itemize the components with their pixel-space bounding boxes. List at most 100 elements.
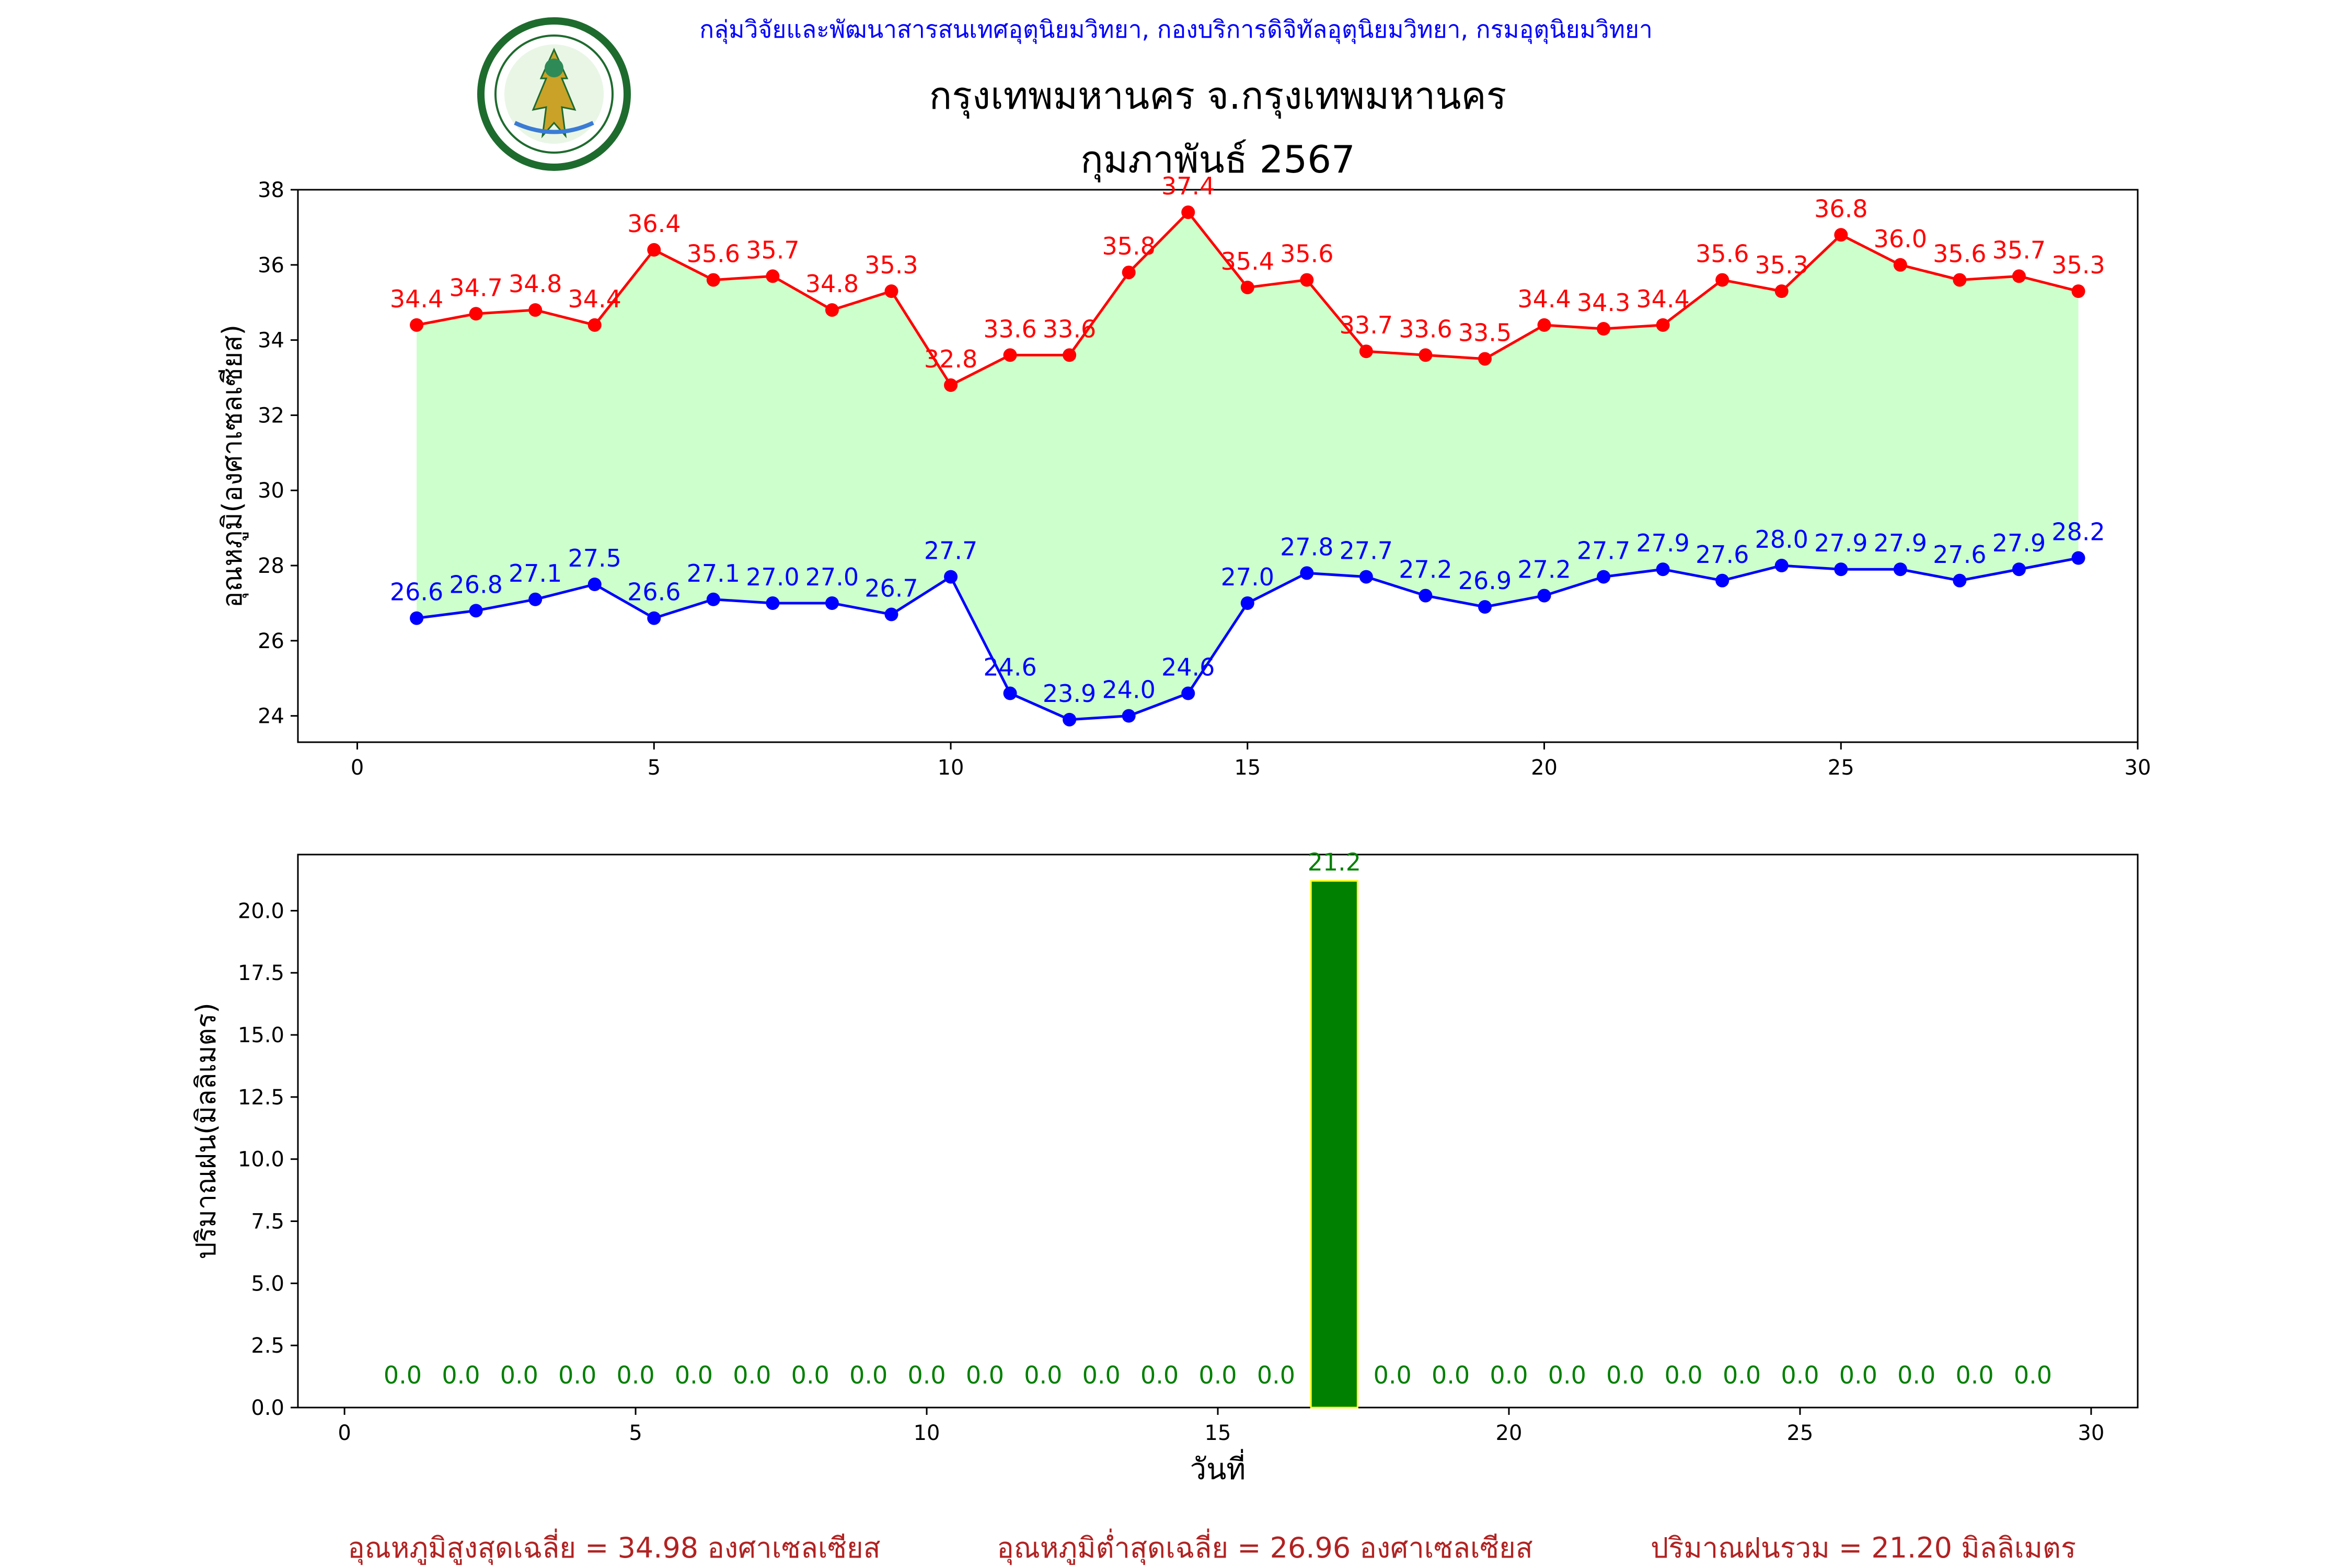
max-temperature-point — [884, 284, 898, 298]
min-temperature-point — [706, 592, 720, 606]
min-temperature-point — [587, 578, 602, 591]
temperature-y-tick-label: 28 — [258, 554, 284, 578]
min-temperature-label: 23.9 — [1043, 679, 1096, 708]
min-temperature-label: 26.7 — [864, 574, 918, 603]
min-temperature-label: 27.6 — [1696, 540, 1749, 569]
min-temperature-point — [884, 607, 898, 621]
min-temperature-label: 24.0 — [1102, 676, 1155, 704]
rainfall-label: 0.0 — [1140, 1361, 1179, 1389]
rainfall-y-tick-label: 17.5 — [238, 961, 284, 985]
max-temperature-point — [1656, 318, 1670, 332]
rainfall-label: 0.0 — [1432, 1361, 1470, 1389]
agency-line: กลุ่มวิจัยและพัฒนาสารสนเทศอุตุนิยมวิทยา,… — [699, 15, 1653, 44]
temperature-y-tick-label: 24 — [258, 705, 284, 729]
temperature-y-tick-label: 26 — [258, 629, 284, 653]
max-temperature-point — [1597, 322, 1611, 336]
min-temperature-point — [410, 611, 424, 625]
min-temperature-point — [766, 596, 780, 610]
temperature-range-fill — [417, 212, 2079, 720]
max-temperature-point — [1478, 352, 1492, 366]
max-temperature-point — [706, 273, 720, 287]
temperature-range-area — [417, 212, 2079, 720]
max-temperature-label: 34.4 — [568, 285, 621, 313]
max-temperature-point — [410, 318, 424, 332]
rainfall-y-tick-label: 10.0 — [238, 1148, 284, 1172]
max-temperature-label: 34.7 — [449, 273, 502, 302]
min-temperature-point — [528, 592, 543, 606]
rainfall-label: 0.0 — [1198, 1361, 1237, 1389]
rainfall-label: 0.0 — [1490, 1361, 1528, 1389]
max-temperature-label: 35.7 — [746, 236, 799, 264]
min-temperature-point — [1240, 596, 1254, 610]
max-temperature-point — [766, 269, 780, 283]
max-temperature-point — [2071, 284, 2085, 298]
min-temperature-label: 27.0 — [746, 563, 799, 591]
max-temperature-label: 35.3 — [864, 251, 918, 279]
min-temperature-point — [1537, 589, 1551, 603]
rainfall-x-tick-label: 20 — [1496, 1421, 1523, 1445]
rainfall-label: 0.0 — [558, 1361, 596, 1389]
max-temperature-point — [1834, 228, 1848, 242]
rainfall-bars — [1310, 880, 1358, 1409]
min-temperature-label: 26.9 — [1458, 567, 1512, 595]
rainfall-y-tick-label: 7.5 — [251, 1210, 284, 1234]
rainfall-label: 0.0 — [791, 1361, 829, 1389]
rainfall-x-tick-label: 30 — [2078, 1421, 2104, 1445]
max-temperature-point — [1300, 273, 1314, 287]
rainfall-label: 0.0 — [966, 1361, 1004, 1389]
rainfall-bar — [1310, 880, 1358, 1409]
rainfall-label: 0.0 — [907, 1361, 946, 1389]
min-temperature-point — [1656, 562, 1670, 577]
rain-total-summary: ปริมาณฝนรวม = 21.20 มิลลิเมตร — [1651, 1531, 2076, 1564]
rainfall-y-tick-label: 12.5 — [238, 1086, 284, 1110]
rainfall-label: 0.0 — [1839, 1361, 1877, 1389]
rainfall-label: 0.0 — [733, 1361, 771, 1389]
min-temperature-label: 27.0 — [1221, 563, 1274, 591]
rainfall-x-tick-label: 10 — [914, 1421, 940, 1445]
min-temperature-label: 27.6 — [1933, 540, 1986, 569]
rainfall-data-labels: 0.0 0.0 0.0 0.0 0.0 0.0 0.0 0.0 0.0 0.0 0.0 0.0 0.0 0… — [384, 848, 2052, 1389]
min-temperature-label: 27.9 — [1814, 529, 1867, 557]
temperature-x-tick-label: 5 — [648, 756, 661, 780]
min-temperature-point — [1419, 589, 1433, 603]
min-temperature-point — [944, 570, 958, 584]
rainfall-label: 0.0 — [1606, 1361, 1644, 1389]
rainfall-y-tick-label: 2.5 — [251, 1334, 284, 1358]
min-temperature-point — [1953, 573, 1967, 587]
rainfall-y-tick-label: 15.0 — [238, 1023, 284, 1047]
temperature-x-tick-label: 10 — [938, 756, 964, 780]
min-temperature-point — [1893, 562, 1907, 577]
min-temperature-label: 27.7 — [1340, 537, 1393, 565]
rainfall-x-tick-label: 15 — [1205, 1421, 1231, 1445]
min-temperature-point — [1063, 712, 1077, 727]
temperature-points — [410, 205, 2085, 727]
max-temperature-label: 32.8 — [924, 345, 977, 373]
temperature-y-tick-label: 32 — [258, 403, 284, 428]
min-temperature-label: 27.7 — [924, 537, 977, 565]
min-temperature-label: 26.6 — [390, 578, 443, 606]
max-temperature-label: 36.8 — [1814, 194, 1867, 223]
rainfall-x-axis-label: วันที่ — [1190, 1449, 1246, 1486]
temperature-x-ticks: 0 5 10 15 20 25 30 — [351, 742, 2151, 780]
temperature-x-tick-label: 20 — [1531, 756, 1558, 780]
rainfall-label: 0.0 — [384, 1361, 422, 1389]
temperature-y-tick-label: 38 — [258, 178, 284, 202]
rainfall-label: 0.0 — [1723, 1361, 1761, 1389]
max-temperature-label: 35.3 — [1755, 251, 1808, 279]
min-temperature-label: 26.6 — [627, 578, 681, 606]
avg-min-summary: อุณหภูมิต่ำสุดเฉลี่ย = 26.96 องศาเซลเซีย… — [997, 1528, 1532, 1565]
max-temperature-label: 33.6 — [1399, 315, 1452, 343]
max-temperature-label: 33.6 — [1043, 315, 1096, 343]
max-temperature-label: 35.7 — [1992, 236, 2046, 264]
temperature-y-axis-label: อุณหภูมิ(องศาเซลเซียส) — [217, 325, 249, 608]
max-temperature-point — [1240, 280, 1254, 294]
max-temperature-point — [528, 303, 543, 317]
min-temperature-label: 27.7 — [1577, 537, 1630, 565]
max-temperature-point — [825, 303, 839, 317]
logo — [477, 17, 631, 171]
temperature-y-tick-label: 30 — [258, 479, 284, 503]
rainfall-y-axis-label: ปริมาณฝน(มิลลิเมตร) — [191, 1002, 222, 1259]
rainfall-x-tick-label: 5 — [629, 1421, 642, 1445]
max-temperature-label: 34.4 — [390, 285, 443, 313]
rainfall-label: 0.0 — [1257, 1361, 1295, 1389]
